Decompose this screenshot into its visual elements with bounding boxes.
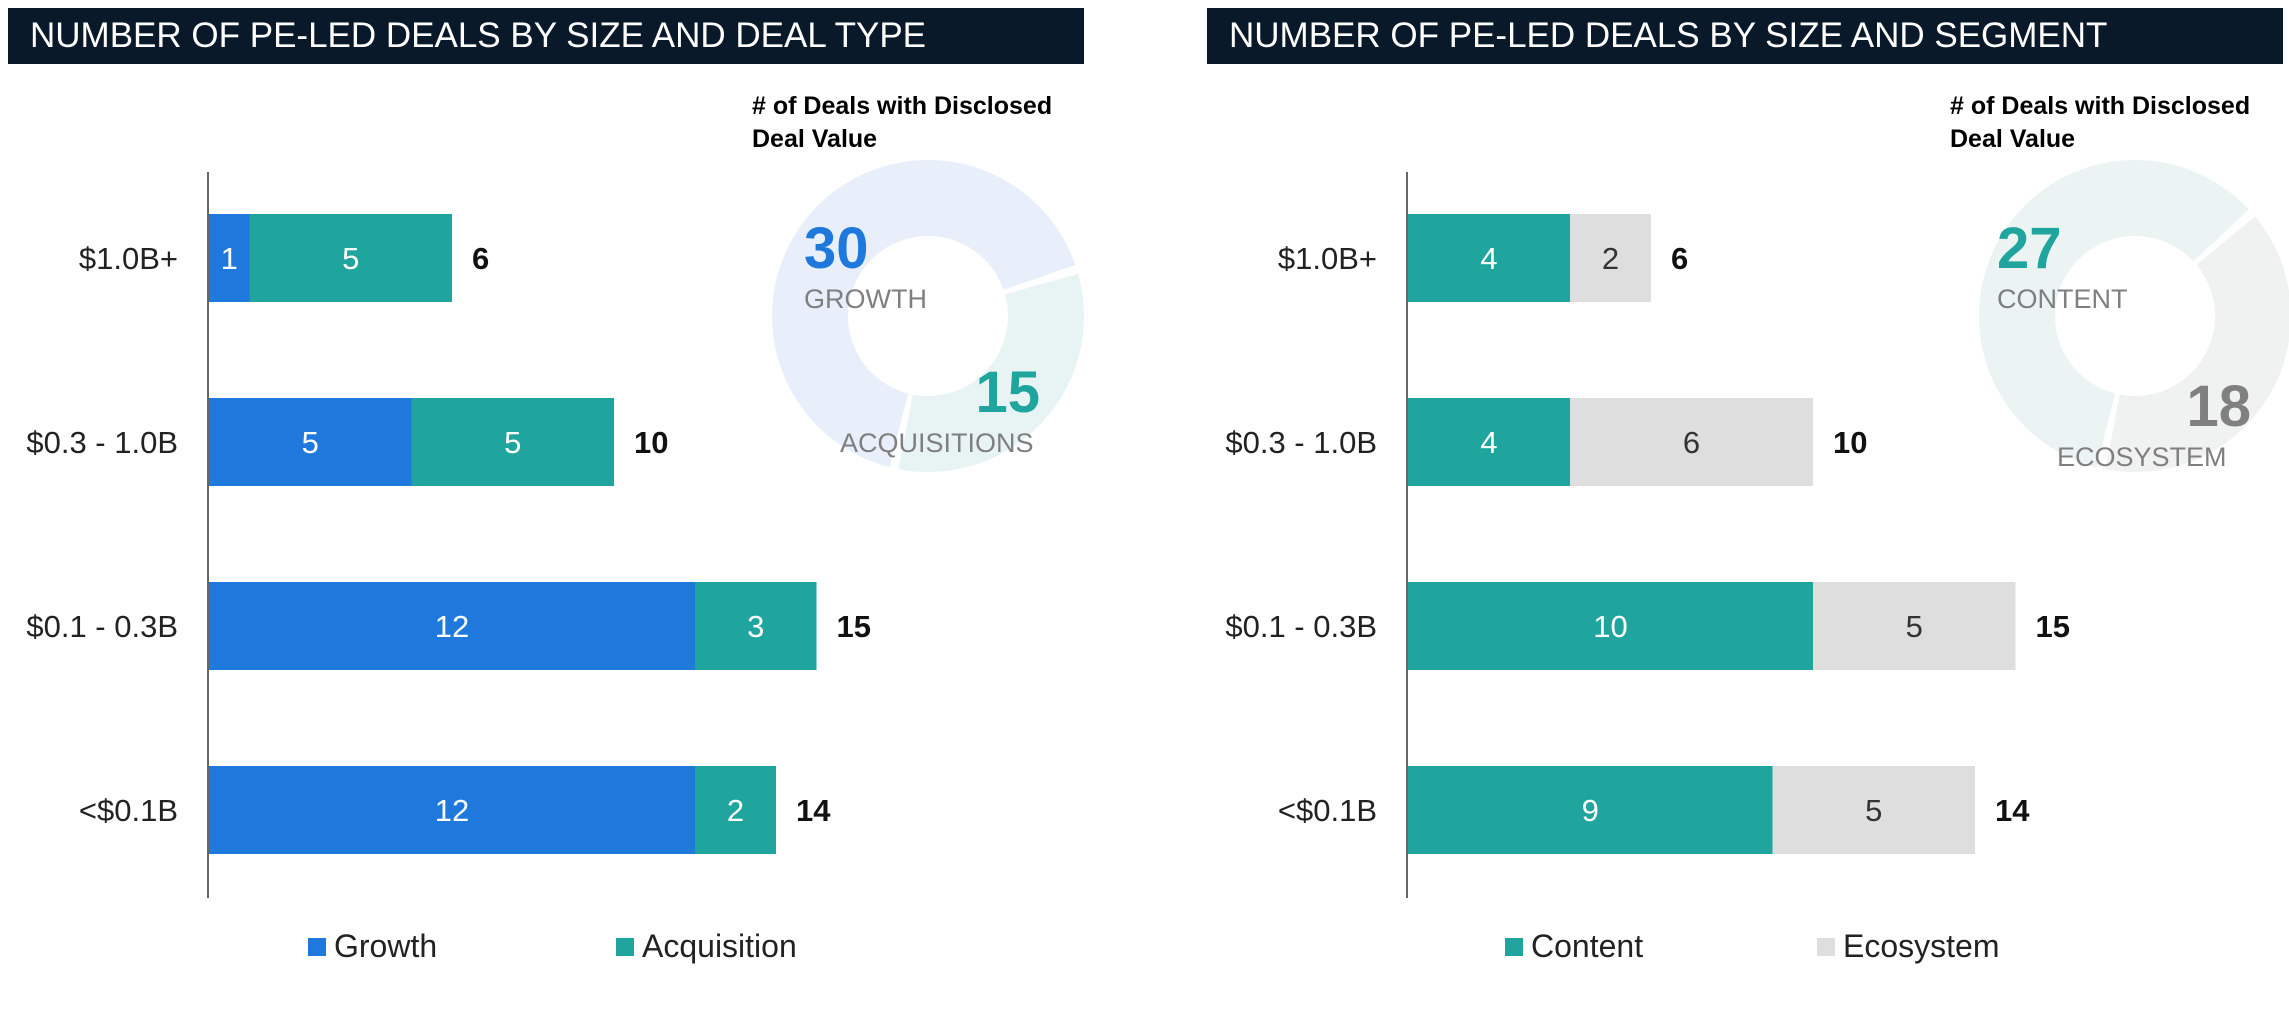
total-label-0-1-0-3b: 15: [837, 609, 871, 644]
data-label-acquisition-0-3-1-0b: 5: [504, 425, 521, 460]
chart-header: NUMBER OF PE-LED DEALS BY SIZE AND SEGME…: [1207, 8, 2283, 64]
category-label-0-1-0-3b: $0.1 - 0.3B: [1225, 609, 1377, 644]
bar-content-0-1b: [1408, 766, 1773, 854]
category-label-0-1b: <$0.1B: [1278, 793, 1377, 828]
data-label-content-0-3-1-0b: 4: [1480, 425, 1497, 460]
donut-caption-line2: Deal Value: [1950, 125, 2076, 153]
ecosystem-swatch: [1817, 937, 1835, 956]
data-label-acquisition-1-0b: 5: [342, 241, 359, 276]
donut-segment-content: [1979, 159, 2249, 468]
legend-item-ecosystem: Ecosystem: [1817, 928, 1999, 965]
data-label-acquisition-0-1-0-3b: 3: [747, 609, 764, 644]
category-label-1-0b: $1.0B+: [79, 241, 178, 276]
deal-type-chart-panel: NUMBER OF PE-LED DEALS BY SIZE AND DEAL …: [8, 8, 1098, 998]
legend-label: Ecosystem: [1843, 928, 2000, 964]
total-label-0-1b: 14: [1995, 793, 2030, 828]
donut-segment-growth: [772, 160, 1076, 468]
donut-caption: # of Deals with Disclosed Deal Value: [1950, 90, 2289, 156]
donut-first-value: 30: [804, 216, 869, 281]
bar-acquisition-0-3-1-0b: [411, 398, 614, 486]
legend-item-content: Content: [1505, 928, 1643, 965]
total-label-1-0b: 6: [472, 241, 489, 276]
bar-ecosystem-0-1-0-3b: [1813, 582, 2016, 670]
data-label-ecosystem-0-1b: 5: [1865, 793, 1882, 828]
donut-second-label: ECOSYSTEM: [2057, 442, 2227, 472]
donut-caption-line1: # of Deals with Disclosed: [1950, 92, 2251, 120]
bar-acquisition-0-1b: [695, 766, 776, 854]
donut-segment-acquisitions: [898, 273, 1084, 472]
bar-acquisition-1-0b: [249, 214, 452, 302]
bar-content-1-0b: [1408, 214, 1570, 302]
data-label-content-1-0b: 4: [1480, 241, 1497, 276]
data-label-growth-0-1b: 12: [435, 793, 469, 828]
donut-second-value: 15: [975, 360, 1040, 425]
total-label-0-3-1-0b: 10: [634, 425, 668, 460]
category-label-0-3-1-0b: $0.3 - 1.0B: [26, 425, 178, 460]
category-label-0-3-1-0b: $0.3 - 1.0B: [1225, 425, 1377, 460]
chart-header: NUMBER OF PE-LED DEALS BY SIZE AND DEAL …: [8, 8, 1084, 64]
donut-caption: # of Deals with Disclosed Deal Value: [752, 90, 1112, 156]
legend-label: Content: [1531, 928, 1644, 964]
content-swatch: [1505, 937, 1523, 956]
legend-item-acquisition: Acquisition: [616, 928, 797, 965]
total-label-1-0b: 6: [1671, 241, 1688, 276]
data-label-content-0-1-0-3b: 10: [1593, 609, 1627, 644]
bar-growth-1-0b: [209, 214, 250, 302]
category-label-0-1-0-3b: $0.1 - 0.3B: [26, 609, 178, 644]
bar-ecosystem-0-3-1-0b: [1570, 398, 1813, 486]
data-label-acquisition-0-1b: 2: [727, 793, 744, 828]
acquisition-swatch: [616, 937, 634, 956]
data-label-ecosystem-1-0b: 2: [1602, 241, 1619, 276]
donut-second-value: 18: [2186, 374, 2251, 439]
donut-caption-line2: Deal Value: [752, 125, 878, 153]
bar-ecosystem-0-1b: [1772, 766, 1975, 854]
bar-content-0-3-1-0b: [1408, 398, 1570, 486]
data-label-content-0-1b: 9: [1582, 793, 1599, 828]
data-label-ecosystem-0-1-0-3b: 5: [1906, 609, 1923, 644]
donut-first-label: CONTENT: [1997, 284, 2128, 314]
legend-item-growth: Growth: [308, 928, 437, 965]
data-label-growth-0-3-1-0b: 5: [302, 425, 319, 460]
total-label-0-1-0-3b: 15: [2036, 609, 2070, 644]
bar-ecosystem-1-0b: [1570, 214, 1651, 302]
bar-growth-0-1-0-3b: [209, 582, 695, 670]
total-label-0-1b: 14: [796, 793, 831, 828]
donut-segment-ecosystem: [2105, 216, 2289, 472]
bar-growth-0-3-1-0b: [209, 398, 412, 486]
bar-growth-0-1b: [209, 766, 695, 854]
total-label-0-3-1-0b: 10: [1833, 425, 1867, 460]
data-label-growth-1-0b: 1: [221, 241, 238, 276]
data-label-growth-0-1-0-3b: 12: [435, 609, 469, 644]
donut-first-label: GROWTH: [804, 284, 927, 314]
growth-swatch: [308, 937, 326, 956]
donut-first-value: 27: [1997, 216, 2062, 281]
bar-content-0-1-0-3b: [1408, 582, 1813, 670]
data-label-ecosystem-0-3-1-0b: 6: [1683, 425, 1700, 460]
category-label-0-1b: <$0.1B: [79, 793, 178, 828]
category-label-1-0b: $1.0B+: [1278, 241, 1377, 276]
legend-label: Acquisition: [642, 928, 797, 964]
bar-acquisition-0-1-0-3b: [695, 582, 817, 670]
donut-second-label: ACQUISITIONS: [840, 428, 1034, 458]
legend-label: Growth: [334, 928, 438, 964]
segment-chart-panel: NUMBER OF PE-LED DEALS BY SIZE AND SEGME…: [1207, 8, 2289, 998]
donut-caption-line1: # of Deals with Disclosed: [752, 92, 1053, 120]
